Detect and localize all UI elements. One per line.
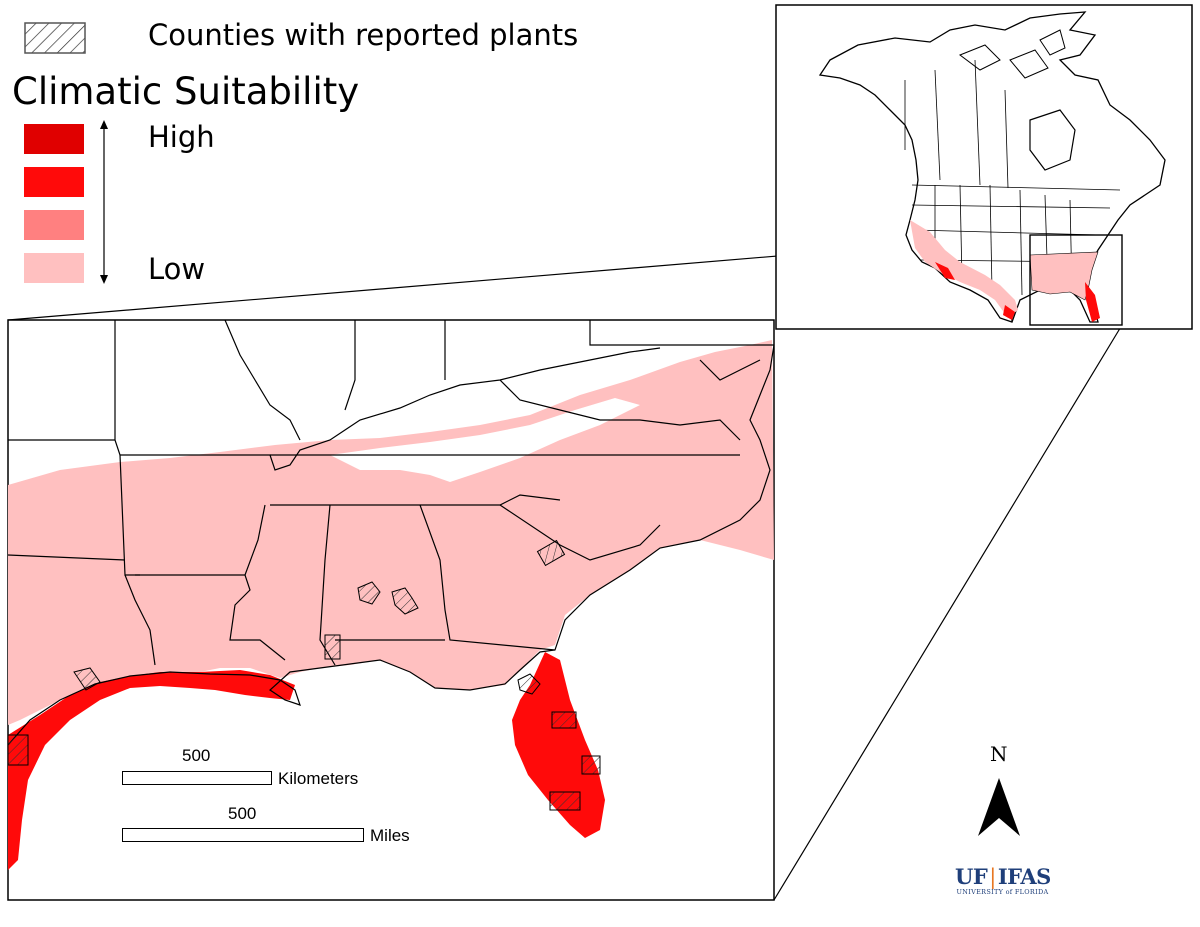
scale-km-unit: Kilometers [278,769,359,788]
scale-mi-value: 500 [228,804,257,823]
hatch-legend-label: Counties with reported plants [148,18,579,52]
hatched-county [73,667,101,691]
inset-zoom-box [1029,234,1123,326]
swatch-highest [24,124,84,154]
uf-ifas-logo: UF|IFAS UNIVERSITY of FLORIDA [955,864,1051,897]
north-arrow-icon [978,778,1020,836]
hatch-swatch [24,22,86,54]
hatched-county [536,539,566,567]
hatched-county [549,791,581,811]
legend-title: Climatic Suitability [12,70,360,113]
inset-suitability-southeast [1029,251,1099,301]
logo-subtitle: UNIVERSITY of FLORIDA [956,888,1049,896]
unsuitable-band [330,398,640,482]
scale-km-value: 500 [182,746,211,765]
state-boundaries [8,320,774,666]
hatched-county [581,755,601,775]
hatched-county [551,711,577,729]
logo-main: UF|IFAS [955,864,1051,889]
hatched-county [517,673,541,695]
hatched-county [8,734,29,766]
inset-map [775,4,1193,330]
hatched-counties [8,539,601,811]
scale-mi-bar [122,828,364,842]
low-suitability-region [8,340,774,725]
legend-low-label: Low [148,252,206,286]
florida-high-suitability [512,652,605,838]
north-arrow-label: N [990,742,1008,766]
hatched-county [357,581,381,605]
legend-high-label: High [148,120,215,154]
main-map [7,319,775,901]
hatched-county [324,634,341,660]
inset-suitability-west [910,220,1018,318]
hatched-county [391,587,419,615]
coastline [8,344,774,746]
scale-km-bar [122,771,272,785]
swatch-high [24,167,84,197]
gulf-high-suitability [8,670,295,870]
double-arrow-icon [100,120,108,284]
scale-mi-unit: Miles [370,826,410,845]
swatch-medium [24,210,84,240]
swatch-low [24,253,84,283]
